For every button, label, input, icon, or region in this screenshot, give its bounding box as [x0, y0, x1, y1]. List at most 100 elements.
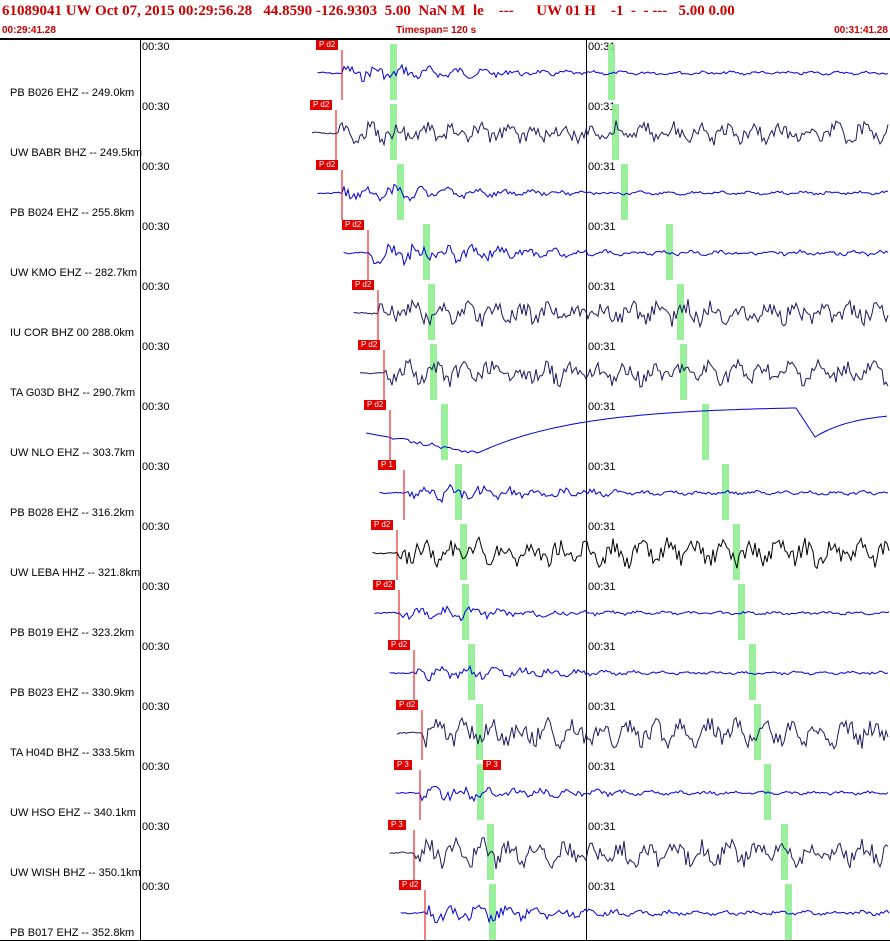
- phase-pick-tag[interactable]: P d2: [371, 520, 394, 530]
- phase-pick-tag[interactable]: P d2: [364, 400, 387, 410]
- arrival-marker: [781, 824, 788, 880]
- phase-pick-tag[interactable]: P 1: [378, 460, 396, 470]
- time-tick-line: [140, 340, 141, 400]
- time-tick-line: [586, 160, 587, 220]
- trace-row[interactable]: 00:30 00:31 P 3 UW WISH BHZ -- 350.1km: [0, 820, 890, 881]
- station-label: UW KMO EHZ -- 282.7km: [10, 267, 138, 279]
- time-tick-label: 00:30: [142, 41, 170, 53]
- waveform: [359, 350, 889, 400]
- arrival-marker: [477, 764, 484, 820]
- trace-row[interactable]: 00:30 00:31 P d2 PB B019 EHZ -- 323.2km: [0, 580, 890, 641]
- end-time: 00:31:41.28: [834, 25, 888, 36]
- waveform-line: [365, 407, 888, 454]
- phase-pick-tag[interactable]: P d2: [310, 100, 333, 110]
- arrival-marker: [462, 584, 469, 640]
- arrival-marker: [428, 284, 435, 340]
- time-tick-label: 00:30: [142, 281, 170, 293]
- trace-row[interactable]: 00:30 00:31 P d2 UW BABR BHZ -- 249.5km: [0, 100, 890, 161]
- time-tick-label: 00:31: [588, 101, 616, 113]
- phase-pick-tag[interactable]: P d2: [352, 280, 375, 290]
- trace-row[interactable]: 00:30 00:31 P d2 IU COR BHZ 00 288.0km: [0, 280, 890, 341]
- trace-row[interactable]: 00:30 00:31 P d2 UW LEBA HHZ -- 321.8km: [0, 520, 890, 581]
- time-tick-line: [586, 820, 587, 880]
- arrival-marker: [738, 584, 745, 640]
- arrival-marker: [621, 164, 628, 220]
- phase-pick-tag[interactable]: P d2: [316, 40, 339, 50]
- waveform-line: [311, 120, 889, 147]
- waveform-line: [389, 836, 889, 870]
- station-label: TA H04D BHZ -- 333.5km: [10, 747, 135, 759]
- waveform-line: [372, 536, 890, 570]
- trace-row[interactable]: 00:30 00:31 P d2 PB B026 EHZ -- 249.0km: [0, 40, 890, 101]
- time-tick-label: 00:30: [142, 701, 170, 713]
- phase-pick-tag[interactable]: P d2: [396, 700, 419, 710]
- waveform: [372, 530, 890, 580]
- phase-pick-tag[interactable]: P d2: [399, 880, 422, 890]
- waveform: [389, 830, 889, 880]
- time-tick-line: [586, 760, 587, 820]
- trace-row[interactable]: 00:30 00:31 P d2 PB B024 EHZ -- 255.8km: [0, 160, 890, 221]
- waveform-line: [353, 298, 889, 329]
- station-label: PB B023 EHZ -- 330.9km: [10, 687, 135, 699]
- time-tick-line: [586, 280, 587, 340]
- arrival-marker: [677, 284, 684, 340]
- time-tick-label: 00:30: [142, 101, 170, 113]
- time-tick-label: 00:31: [588, 821, 616, 833]
- phase-pick-tag[interactable]: P d2: [316, 160, 339, 170]
- time-tick-line: [586, 700, 587, 760]
- station-label: PB B028 EHZ -- 316.2km: [10, 507, 135, 519]
- start-time: 00:29:41.28: [2, 25, 56, 36]
- time-tick-label: 00:31: [588, 461, 616, 473]
- time-tick-line: [140, 280, 141, 340]
- trace-row[interactable]: 00:30 00:31 P d2 UW KMO EHZ -- 282.7km: [0, 220, 890, 281]
- trace-row[interactable]: 00:30 00:31 P d2 TA G03D BHZ -- 290.7km: [0, 340, 890, 401]
- arrival-marker: [608, 44, 615, 100]
- time-tick-line: [586, 640, 587, 700]
- time-tick-line: [140, 100, 141, 160]
- phase-pick-tag[interactable]: P d2: [373, 580, 396, 590]
- time-tick-line: [140, 520, 141, 580]
- phase-pick-tag[interactable]: P d2: [342, 220, 365, 230]
- phase-pick-tag[interactable]: P d2: [358, 340, 381, 350]
- arrival-marker: [785, 884, 792, 940]
- arrival-marker: [423, 224, 430, 280]
- phase-pick-tag-secondary[interactable]: P 3: [483, 760, 501, 770]
- time-tick-label: 00:31: [588, 341, 616, 353]
- phase-pick-tag[interactable]: P 3: [394, 760, 412, 770]
- time-tick-line: [140, 160, 141, 220]
- time-tick-label: 00:31: [588, 581, 616, 593]
- time-tick-label: 00:30: [142, 521, 170, 533]
- phase-pick-tag[interactable]: P d2: [388, 640, 411, 650]
- trace-row[interactable]: 00:30 00:31 P d2 UW NLO EHZ -- 303.7km: [0, 400, 890, 461]
- arrival-marker: [749, 644, 756, 700]
- waveform: [365, 407, 888, 460]
- trace-row[interactable]: 00:30 00:31 P 3 P 3 UW HSO EHZ -- 340.1km: [0, 760, 890, 821]
- phase-pick-tag[interactable]: P 3: [388, 820, 406, 830]
- time-tick-label: 00:30: [142, 581, 170, 593]
- trace-row[interactable]: 00:30 00:31 P 1 PB B028 EHZ -- 316.2km: [0, 460, 890, 521]
- arrival-marker: [460, 524, 467, 580]
- time-tick-line: [586, 520, 587, 580]
- station-label: PB B026 EHZ -- 249.0km: [10, 87, 135, 99]
- trace-row[interactable]: 00:30 00:31 P d2 PB B017 EHZ -- 352.8km: [0, 880, 890, 941]
- waveform: [400, 890, 890, 940]
- waveform-line: [317, 63, 889, 82]
- time-tick-label: 00:30: [142, 641, 170, 653]
- arrival-marker: [455, 464, 462, 520]
- waveform: [374, 590, 890, 640]
- time-tick-line: [140, 700, 141, 760]
- trace-row[interactable]: 00:30 00:31 P d2 TA H04D BHZ -- 333.5km: [0, 700, 890, 761]
- time-tick-label: 00:31: [588, 701, 616, 713]
- arrival-marker: [680, 344, 687, 400]
- station-label: PB B019 EHZ -- 323.2km: [10, 627, 135, 639]
- time-tick-label: 00:30: [142, 761, 170, 773]
- time-tick-label: 00:31: [588, 161, 616, 173]
- time-tick-line: [586, 400, 587, 460]
- time-tick-line: [140, 40, 141, 100]
- arrival-marker: [612, 104, 619, 160]
- time-tick-label: 00:30: [142, 881, 170, 893]
- waveform: [353, 290, 889, 340]
- waveform-line: [397, 716, 889, 750]
- time-tick-label: 00:31: [588, 281, 616, 293]
- trace-row[interactable]: 00:30 00:31 P d2 PB B023 EHZ -- 330.9km: [0, 640, 890, 701]
